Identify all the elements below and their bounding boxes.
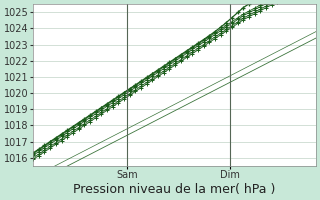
X-axis label: Pression niveau de la mer( hPa ): Pression niveau de la mer( hPa ) xyxy=(73,183,276,196)
